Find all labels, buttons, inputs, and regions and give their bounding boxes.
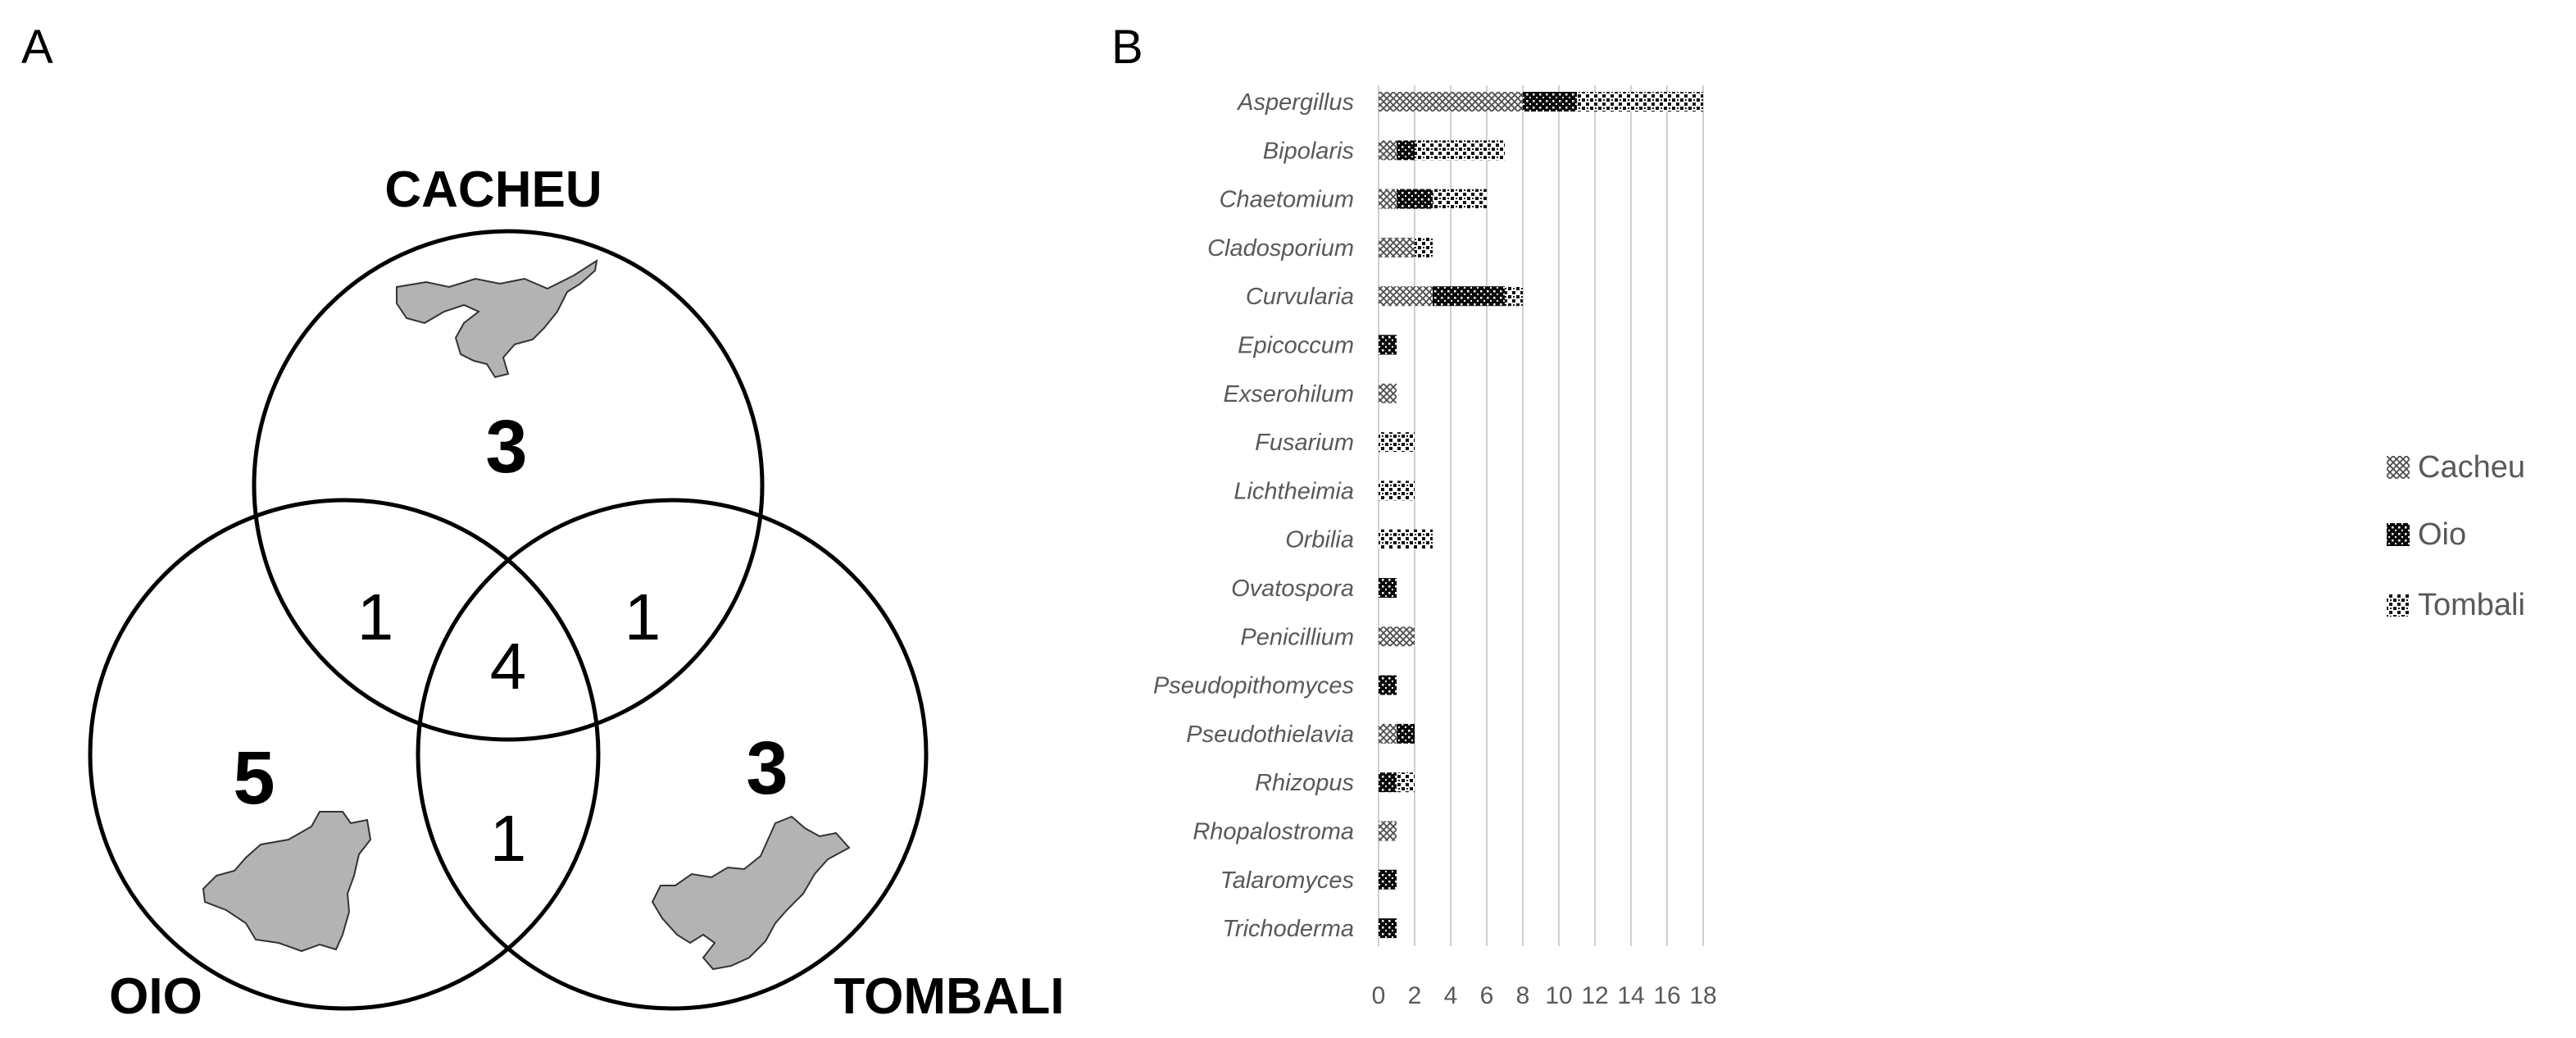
cacheu-map-icon	[396, 258, 598, 379]
bar-oio	[1379, 675, 1397, 695]
bar-tombali	[1415, 140, 1505, 161]
count-cacheu-tombali: 1	[625, 580, 661, 653]
x-tick-label: 2	[1408, 982, 1422, 1009]
count-cacheu-oio: 1	[357, 580, 394, 653]
x-tick-label: 14	[1617, 982, 1644, 1009]
circle-tombali	[416, 498, 929, 1011]
category-label: Curvularia	[1246, 284, 1354, 310]
category-label: Chaetomium	[1220, 187, 1354, 213]
category-label: Rhopalostroma	[1193, 819, 1354, 845]
x-tick-label: 18	[1689, 982, 1716, 1009]
bar-tombali	[1379, 529, 1433, 549]
bar-oio	[1433, 286, 1505, 307]
category-label: Cladosporium	[1207, 235, 1354, 262]
x-tick-label: 16	[1653, 982, 1680, 1009]
bar-tombali	[1397, 772, 1415, 793]
bar-cacheu	[1379, 723, 1397, 744]
bar-cacheu	[1379, 383, 1397, 403]
legend-label-oio: Oio	[2418, 517, 2466, 552]
bar-cacheu	[1379, 189, 1397, 209]
count-cacheu-only: 3	[485, 405, 527, 489]
x-tick-label: 10	[1545, 982, 1572, 1009]
panel-b-label: B	[1111, 20, 1143, 74]
bar-oio	[1523, 92, 1577, 112]
bar-oio	[1397, 189, 1433, 209]
category-label: Penicillium	[1240, 624, 1354, 650]
legend-label-cacheu: Cacheu	[2418, 450, 2525, 485]
bar-oio	[1379, 869, 1397, 890]
category-label: Aspergillus	[1236, 89, 1354, 116]
x-tick-label: 0	[1372, 982, 1386, 1009]
x-tick-label: 8	[1516, 982, 1530, 1009]
bar-cacheu	[1379, 92, 1523, 112]
category-label: Pseudopithomyces	[1153, 673, 1354, 699]
panel-a-label: A	[21, 20, 53, 74]
category-label: Ovatospora	[1231, 576, 1354, 602]
legend-label-tombali: Tombali	[2418, 588, 2525, 622]
bar-tombali	[1415, 237, 1433, 257]
x-tick-label: 4	[1444, 982, 1458, 1009]
circle-cacheu	[252, 229, 765, 742]
bar-oio	[1379, 918, 1397, 939]
bar-tombali	[1577, 92, 1703, 112]
x-tick-label: 12	[1581, 982, 1608, 1009]
count-oio-tombali: 1	[490, 802, 527, 875]
x-tick-label: 6	[1480, 982, 1494, 1009]
bar-chart: Aspergillus Bipolaris Chaetomium Cladospori…	[1153, 85, 2525, 1009]
category-label: Rhizopus	[1255, 770, 1354, 796]
legend-swatch-oio	[2387, 523, 2410, 546]
category-label: Lichtheimia	[1233, 478, 1354, 504]
bar-oio	[1397, 140, 1415, 161]
category-label: Talaromyces	[1220, 867, 1354, 894]
bar-cacheu	[1379, 237, 1415, 257]
region-label-cacheu: CACHEU	[384, 162, 602, 218]
region-label-oio: OIO	[109, 968, 202, 1025]
category-label: Fusarium	[1255, 430, 1354, 456]
bar-tombali	[1505, 286, 1523, 307]
category-label: Trichoderma	[1222, 916, 1354, 942]
bar-oio	[1379, 772, 1397, 793]
bar-tombali	[1379, 432, 1415, 453]
category-label: Epicoccum	[1238, 333, 1354, 359]
bar-oio	[1379, 578, 1397, 598]
bar-cacheu	[1379, 626, 1415, 647]
bar-tombali	[1433, 189, 1487, 209]
venn-diagram: CACHEU OIO TOMBALI 3 5 3 1 1 4 1	[88, 162, 1065, 1025]
legend-swatch-tombali	[2387, 594, 2410, 617]
bar-cacheu	[1379, 821, 1397, 841]
bar-cacheu	[1379, 140, 1397, 161]
count-all-three: 4	[490, 630, 527, 703]
tombali-map-icon	[651, 815, 851, 971]
category-label: Bipolaris	[1263, 138, 1354, 164]
bar-tombali	[1379, 480, 1415, 501]
bar-oio	[1397, 723, 1415, 744]
bar-oio	[1379, 335, 1397, 355]
bar-cacheu	[1379, 286, 1433, 307]
count-oio-only: 5	[233, 736, 275, 820]
category-label: Exserohilum	[1223, 381, 1354, 407]
oio-map-icon	[202, 811, 372, 953]
category-label: Pseudothielavia	[1186, 722, 1354, 748]
region-label-tombali: TOMBALI	[834, 968, 1064, 1025]
legend-swatch-cacheu	[2387, 456, 2410, 479]
category-label: Orbilia	[1285, 527, 1354, 553]
circle-oio	[88, 498, 601, 1011]
count-tombali-only: 3	[746, 726, 788, 810]
